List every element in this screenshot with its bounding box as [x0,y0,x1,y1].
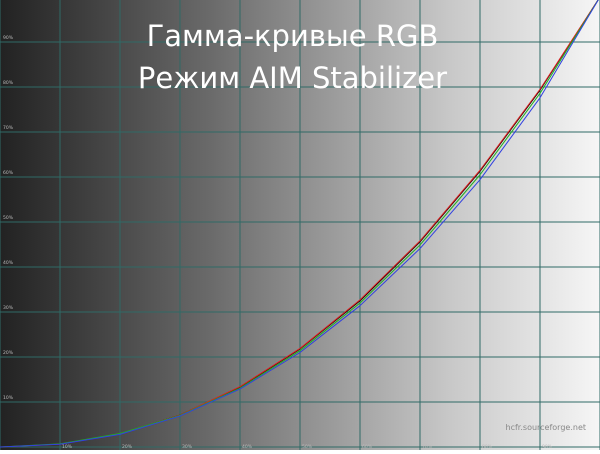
y-tick-label: 90% [3,35,14,41]
y-tick-label: 30% [3,305,14,311]
y-tick-label: 50% [3,215,14,221]
y-tick-label: 20% [3,350,14,356]
watermark: hcfr.sourceforge.net [505,423,586,432]
x-tick-label: 80% [482,444,493,450]
x-tick-label: 10% [62,444,73,450]
y-tick-label: 80% [3,80,14,86]
y-tick-label: 60% [3,170,14,176]
x-tick-label: 20% [122,444,133,450]
x-tick-label: 90% [542,444,553,450]
x-tick-label: 70% [422,444,433,450]
x-tick-label: 30% [182,444,193,450]
x-tick-label: 60% [362,444,373,450]
chart-subtitle: Режим AIM Stabilizer [137,61,448,95]
x-tick-label: 40% [242,444,253,450]
y-tick-label: 70% [3,125,14,131]
y-tick-label: 40% [3,260,14,266]
chart-title: Гамма-кривые RGB [146,19,439,53]
y-tick-label: 10% [3,395,14,401]
x-tick-label: 50% [302,444,313,450]
